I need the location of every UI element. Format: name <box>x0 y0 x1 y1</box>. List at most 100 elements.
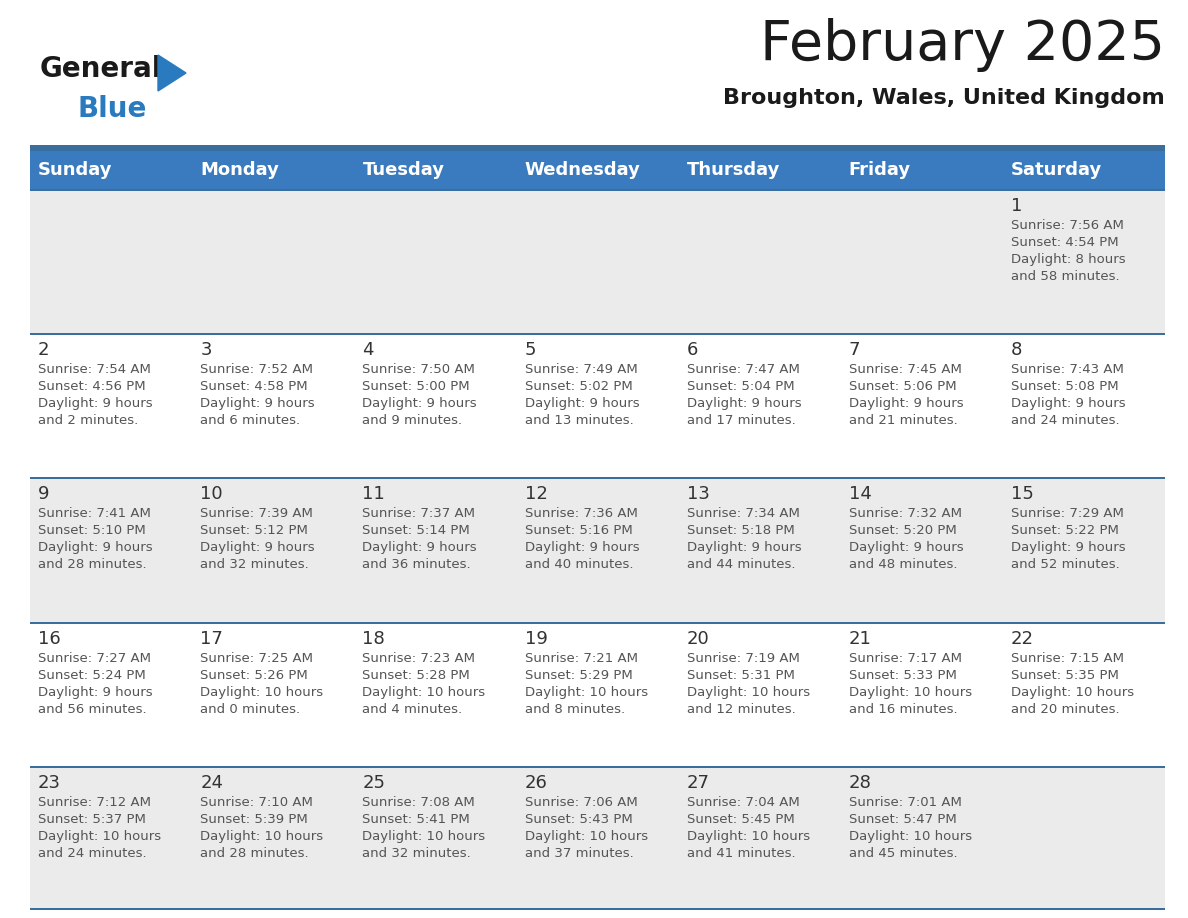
Text: Sunrise: 7:52 AM: Sunrise: 7:52 AM <box>201 364 314 376</box>
Text: Sunrise: 7:19 AM: Sunrise: 7:19 AM <box>687 652 800 665</box>
Text: Sunset: 5:14 PM: Sunset: 5:14 PM <box>362 524 470 537</box>
Text: and 32 minutes.: and 32 minutes. <box>201 558 309 571</box>
Bar <box>30 333 1165 477</box>
Text: and 20 minutes.: and 20 minutes. <box>1011 702 1119 716</box>
Text: Sunset: 5:47 PM: Sunset: 5:47 PM <box>848 812 956 826</box>
Text: Sunset: 5:35 PM: Sunset: 5:35 PM <box>1011 668 1119 681</box>
Text: 10: 10 <box>201 486 223 503</box>
Text: Daylight: 9 hours: Daylight: 9 hours <box>1011 397 1125 410</box>
Text: Sunset: 5:08 PM: Sunset: 5:08 PM <box>1011 380 1119 393</box>
Text: 23: 23 <box>38 774 61 792</box>
Text: and 52 minutes.: and 52 minutes. <box>1011 558 1120 571</box>
Text: General: General <box>40 55 163 83</box>
Text: 13: 13 <box>687 486 709 503</box>
Text: Daylight: 10 hours: Daylight: 10 hours <box>201 830 323 843</box>
Text: Daylight: 9 hours: Daylight: 9 hours <box>362 542 478 554</box>
Text: 14: 14 <box>848 486 872 503</box>
Text: Daylight: 9 hours: Daylight: 9 hours <box>525 542 639 554</box>
Text: Daylight: 9 hours: Daylight: 9 hours <box>38 686 153 699</box>
Text: Sunset: 5:18 PM: Sunset: 5:18 PM <box>687 524 795 537</box>
Text: Daylight: 9 hours: Daylight: 9 hours <box>38 397 153 410</box>
Text: Sunset: 4:58 PM: Sunset: 4:58 PM <box>201 380 308 393</box>
Text: Daylight: 10 hours: Daylight: 10 hours <box>525 830 647 843</box>
Text: and 0 minutes.: and 0 minutes. <box>201 702 301 716</box>
Text: and 21 minutes.: and 21 minutes. <box>848 414 958 427</box>
Text: Daylight: 10 hours: Daylight: 10 hours <box>525 686 647 699</box>
Text: Sunrise: 7:21 AM: Sunrise: 7:21 AM <box>525 652 638 665</box>
Bar <box>30 766 1165 767</box>
Text: Daylight: 9 hours: Daylight: 9 hours <box>848 397 963 410</box>
Bar <box>30 621 1165 766</box>
Bar <box>30 333 1165 335</box>
Text: Daylight: 10 hours: Daylight: 10 hours <box>362 830 486 843</box>
Text: Sunset: 5:33 PM: Sunset: 5:33 PM <box>848 668 956 681</box>
Text: Sunset: 4:54 PM: Sunset: 4:54 PM <box>1011 236 1119 249</box>
Text: and 45 minutes.: and 45 minutes. <box>848 846 958 860</box>
Text: Sunset: 5:41 PM: Sunset: 5:41 PM <box>362 812 470 826</box>
Text: Sunrise: 7:45 AM: Sunrise: 7:45 AM <box>848 364 962 376</box>
Text: and 41 minutes.: and 41 minutes. <box>687 846 795 860</box>
Text: and 16 minutes.: and 16 minutes. <box>848 702 958 716</box>
Text: Monday: Monday <box>201 161 279 179</box>
Text: Sunset: 5:22 PM: Sunset: 5:22 PM <box>1011 524 1119 537</box>
Text: Sunrise: 7:32 AM: Sunrise: 7:32 AM <box>848 508 962 521</box>
Text: 17: 17 <box>201 630 223 647</box>
Text: Sunset: 5:24 PM: Sunset: 5:24 PM <box>38 668 146 681</box>
Text: Sunrise: 7:37 AM: Sunrise: 7:37 AM <box>362 508 475 521</box>
Text: 1: 1 <box>1011 197 1023 215</box>
Text: Daylight: 9 hours: Daylight: 9 hours <box>848 542 963 554</box>
Text: Sunset: 5:45 PM: Sunset: 5:45 PM <box>687 812 795 826</box>
Bar <box>30 621 1165 623</box>
Text: 8: 8 <box>1011 341 1023 359</box>
Text: Daylight: 10 hours: Daylight: 10 hours <box>687 686 810 699</box>
Text: Blue: Blue <box>78 95 147 123</box>
Text: and 40 minutes.: and 40 minutes. <box>525 558 633 571</box>
Text: Sunrise: 7:25 AM: Sunrise: 7:25 AM <box>201 652 314 665</box>
Text: Sunrise: 7:12 AM: Sunrise: 7:12 AM <box>38 796 151 809</box>
Bar <box>30 189 1165 191</box>
Text: and 32 minutes.: and 32 minutes. <box>362 846 472 860</box>
Text: and 56 minutes.: and 56 minutes. <box>38 702 147 716</box>
Text: Sunset: 4:56 PM: Sunset: 4:56 PM <box>38 380 146 393</box>
Text: Daylight: 9 hours: Daylight: 9 hours <box>38 542 153 554</box>
Text: 4: 4 <box>362 341 374 359</box>
Text: and 24 minutes.: and 24 minutes. <box>38 846 147 860</box>
Text: 24: 24 <box>201 774 223 792</box>
Text: Daylight: 10 hours: Daylight: 10 hours <box>687 830 810 843</box>
Bar <box>30 151 1165 189</box>
Text: Daylight: 9 hours: Daylight: 9 hours <box>687 397 801 410</box>
Text: and 28 minutes.: and 28 minutes. <box>201 846 309 860</box>
Text: Sunrise: 7:50 AM: Sunrise: 7:50 AM <box>362 364 475 376</box>
Text: and 9 minutes.: and 9 minutes. <box>362 414 462 427</box>
Text: Sunset: 5:39 PM: Sunset: 5:39 PM <box>201 812 308 826</box>
Text: Sunrise: 7:27 AM: Sunrise: 7:27 AM <box>38 652 151 665</box>
Text: Daylight: 10 hours: Daylight: 10 hours <box>1011 686 1135 699</box>
Text: Sunrise: 7:15 AM: Sunrise: 7:15 AM <box>1011 652 1124 665</box>
Text: Daylight: 10 hours: Daylight: 10 hours <box>848 830 972 843</box>
Text: and 6 minutes.: and 6 minutes. <box>201 414 301 427</box>
Text: 7: 7 <box>848 341 860 359</box>
Text: and 8 minutes.: and 8 minutes. <box>525 702 625 716</box>
Text: Sunrise: 7:43 AM: Sunrise: 7:43 AM <box>1011 364 1124 376</box>
Text: 18: 18 <box>362 630 385 647</box>
Text: 3: 3 <box>201 341 211 359</box>
Text: Daylight: 9 hours: Daylight: 9 hours <box>1011 542 1125 554</box>
Bar <box>30 189 1165 333</box>
Bar <box>30 908 1165 910</box>
Text: and 28 minutes.: and 28 minutes. <box>38 558 147 571</box>
Text: 21: 21 <box>848 630 872 647</box>
Text: and 13 minutes.: and 13 minutes. <box>525 414 633 427</box>
Text: Friday: Friday <box>848 161 911 179</box>
Text: Sunset: 5:37 PM: Sunset: 5:37 PM <box>38 812 146 826</box>
Text: 15: 15 <box>1011 486 1034 503</box>
Text: Saturday: Saturday <box>1011 161 1102 179</box>
Text: Sunrise: 7:04 AM: Sunrise: 7:04 AM <box>687 796 800 809</box>
Text: February 2025: February 2025 <box>760 18 1165 72</box>
Text: 16: 16 <box>38 630 61 647</box>
Text: Sunrise: 7:01 AM: Sunrise: 7:01 AM <box>848 796 962 809</box>
Text: Daylight: 8 hours: Daylight: 8 hours <box>1011 253 1125 266</box>
Text: Daylight: 10 hours: Daylight: 10 hours <box>201 686 323 699</box>
Text: 26: 26 <box>525 774 548 792</box>
Text: and 4 minutes.: and 4 minutes. <box>362 702 462 716</box>
Text: Sunrise: 7:10 AM: Sunrise: 7:10 AM <box>201 796 314 809</box>
